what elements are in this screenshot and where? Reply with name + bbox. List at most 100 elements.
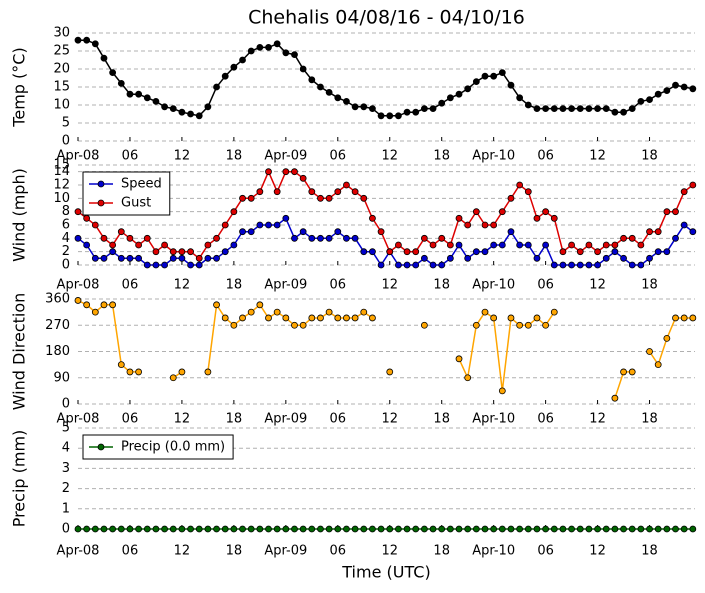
data-point [524, 188, 532, 196]
data-point [221, 248, 229, 256]
x-tick-label: 06 [330, 412, 347, 427]
x-tick-label: 06 [330, 544, 347, 559]
data-point [377, 112, 385, 120]
data-point [507, 228, 515, 236]
data-point [446, 254, 454, 262]
data-point [265, 168, 272, 176]
x-tick-label: 12 [174, 149, 191, 164]
data-point [689, 228, 697, 236]
data-point [420, 234, 428, 242]
data-point [472, 78, 480, 85]
data-point [256, 188, 264, 196]
data-point [542, 105, 550, 112]
data-point [464, 374, 472, 382]
data-point [481, 525, 489, 533]
data-point [594, 525, 601, 533]
data-point [594, 248, 601, 256]
data-point [221, 221, 229, 229]
data-point [161, 103, 168, 111]
data-point [334, 188, 342, 196]
data-point [446, 525, 454, 533]
data-point [308, 188, 316, 196]
x-tick-label: 06 [537, 544, 554, 559]
data-point [533, 314, 541, 322]
data-point [507, 525, 515, 533]
data-point [542, 525, 550, 533]
data-point [498, 208, 506, 216]
data-point [126, 525, 134, 533]
data-point [620, 108, 627, 116]
data-point [672, 234, 679, 242]
data-point [187, 110, 194, 118]
data-point [178, 254, 186, 262]
data-point [351, 525, 359, 533]
x-tick-label: Apr-08 [57, 412, 100, 427]
data-point [334, 228, 342, 236]
data-point [83, 214, 91, 222]
data-point [395, 112, 402, 120]
x-tick-label: Apr-09 [264, 149, 307, 164]
y-tick-label: 0 [62, 134, 70, 149]
data-point [299, 228, 307, 236]
data-point [178, 368, 186, 376]
data-point [507, 194, 515, 202]
data-point [594, 261, 601, 269]
x-tick-label: 12 [381, 278, 398, 293]
data-point [542, 321, 550, 329]
data-point [187, 248, 194, 256]
data-point [464, 254, 472, 262]
data-point [135, 254, 143, 262]
data-point [429, 105, 437, 112]
data-point [559, 261, 567, 269]
data-point [542, 241, 550, 249]
y-axis-label: Temp (°C) [10, 47, 29, 127]
data-point [602, 254, 610, 262]
data-point [472, 208, 480, 216]
data-point [195, 525, 203, 533]
x-tick-label: Apr-10 [472, 149, 515, 164]
data-point [334, 314, 342, 322]
data-point [663, 248, 671, 256]
data-point [230, 208, 238, 216]
legend-box [82, 171, 171, 216]
data-point [516, 94, 524, 102]
data-point [680, 188, 688, 196]
x-tick-label: 12 [174, 278, 191, 293]
x-tick-label: 18 [433, 544, 450, 559]
data-point [230, 321, 238, 329]
data-point [576, 525, 584, 533]
data-point [273, 525, 281, 533]
data-point [351, 103, 359, 111]
data-point [568, 241, 575, 249]
data-point [91, 221, 99, 229]
data-point [265, 525, 272, 533]
series-line [77, 299, 693, 399]
data-point [550, 308, 558, 316]
y-axis-label: Wind Direction [10, 293, 29, 411]
data-point [395, 261, 402, 269]
data-point [646, 96, 653, 103]
data-point [455, 355, 463, 363]
data-point [646, 254, 653, 262]
data-point [472, 525, 480, 533]
data-point [611, 108, 619, 116]
data-point [377, 261, 385, 269]
data-point [74, 525, 82, 533]
y-tick-label: 0 [62, 522, 70, 537]
data-point [117, 228, 125, 236]
data-point [291, 234, 298, 242]
data-point [360, 308, 368, 316]
data-point [291, 51, 298, 58]
data-point [403, 525, 411, 533]
data-point [230, 525, 238, 533]
data-point [317, 314, 324, 322]
data-point [152, 525, 160, 533]
chart-title: Chehalis 04/08/16 - 04/10/16 [248, 7, 525, 29]
data-point [680, 83, 688, 91]
legend-label: Gust [121, 196, 151, 211]
data-point [282, 168, 290, 176]
x-tick-label: 12 [381, 544, 398, 559]
data-point [585, 525, 593, 533]
data-point [282, 49, 290, 57]
data-point [351, 234, 359, 242]
